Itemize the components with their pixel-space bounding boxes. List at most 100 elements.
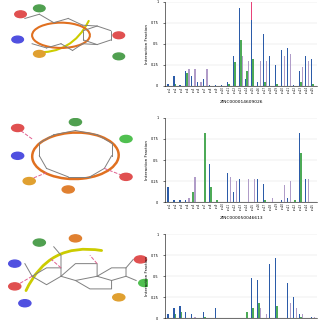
Bar — [287, 198, 288, 202]
Circle shape — [12, 124, 24, 132]
Bar — [281, 200, 282, 202]
Bar — [269, 264, 270, 318]
Bar — [185, 312, 187, 318]
Bar — [275, 258, 276, 318]
Bar — [188, 198, 190, 202]
Bar — [266, 60, 268, 86]
Bar — [290, 54, 291, 86]
Circle shape — [139, 279, 151, 286]
Bar — [251, 20, 252, 86]
Bar — [197, 82, 198, 86]
Bar — [299, 71, 300, 86]
Circle shape — [9, 260, 21, 267]
Bar — [260, 308, 261, 318]
Bar — [194, 177, 196, 202]
Bar — [299, 133, 300, 202]
Bar — [257, 179, 258, 202]
Circle shape — [134, 256, 147, 263]
Y-axis label: Interaction Fraction: Interaction Fraction — [145, 256, 148, 296]
Bar — [167, 187, 169, 202]
Bar — [263, 184, 264, 202]
Bar — [300, 153, 302, 202]
Circle shape — [12, 152, 24, 159]
Bar — [174, 84, 176, 86]
X-axis label: ZINC000050046613: ZINC000050046613 — [219, 217, 263, 220]
Bar — [311, 317, 312, 318]
Bar — [188, 69, 190, 86]
Circle shape — [34, 51, 45, 57]
Bar — [308, 179, 309, 202]
Bar — [185, 71, 187, 86]
Bar — [215, 308, 216, 318]
Bar — [215, 85, 216, 86]
Bar — [242, 56, 244, 86]
Bar — [276, 84, 278, 86]
Bar — [290, 181, 291, 202]
Bar — [192, 192, 194, 202]
Circle shape — [62, 186, 74, 193]
Circle shape — [113, 53, 124, 60]
Bar — [203, 79, 204, 86]
Bar — [305, 179, 306, 202]
Bar — [173, 200, 174, 202]
Bar — [211, 187, 212, 202]
Bar — [254, 179, 255, 202]
Bar — [248, 60, 249, 86]
Circle shape — [23, 178, 35, 185]
Bar — [167, 84, 169, 86]
Circle shape — [12, 36, 23, 43]
Bar — [305, 56, 306, 86]
Bar — [246, 71, 248, 86]
Bar — [233, 56, 234, 86]
Bar — [234, 62, 236, 86]
Bar — [266, 314, 268, 318]
Circle shape — [113, 294, 125, 301]
Bar — [311, 59, 312, 86]
Bar — [302, 67, 303, 86]
Bar — [248, 179, 249, 202]
Bar — [264, 82, 266, 86]
Bar — [312, 84, 314, 86]
Bar — [191, 314, 192, 318]
Circle shape — [69, 235, 82, 242]
Bar — [180, 312, 182, 318]
Bar — [296, 308, 297, 318]
X-axis label: ZINC000014609026: ZINC000014609026 — [220, 100, 263, 104]
Bar — [204, 133, 206, 202]
Circle shape — [33, 239, 45, 246]
Bar — [185, 200, 187, 202]
Bar — [240, 39, 242, 86]
FancyArrowPatch shape — [35, 21, 89, 52]
Bar — [269, 56, 270, 86]
Bar — [251, 0, 252, 20]
Bar — [174, 314, 176, 318]
Bar — [294, 200, 296, 202]
Bar — [245, 79, 246, 86]
Bar — [260, 60, 261, 86]
Bar — [287, 48, 288, 86]
Bar — [264, 200, 266, 202]
Bar — [292, 85, 294, 86]
Bar — [300, 82, 302, 86]
Bar — [230, 177, 231, 202]
Bar — [233, 192, 234, 202]
Bar — [257, 281, 258, 318]
Bar — [299, 314, 300, 318]
Bar — [203, 312, 204, 318]
Bar — [263, 34, 264, 86]
Circle shape — [120, 173, 132, 180]
Bar — [228, 84, 230, 86]
Bar — [314, 317, 315, 318]
Bar — [173, 76, 174, 86]
Bar — [216, 200, 218, 202]
Bar — [209, 85, 211, 86]
Bar — [227, 172, 228, 202]
Circle shape — [19, 300, 31, 307]
Bar — [227, 82, 228, 86]
Bar — [239, 8, 240, 86]
Bar — [275, 65, 276, 86]
Circle shape — [9, 283, 21, 290]
Bar — [194, 69, 196, 86]
FancyArrowPatch shape — [26, 249, 102, 291]
Bar — [287, 283, 288, 318]
